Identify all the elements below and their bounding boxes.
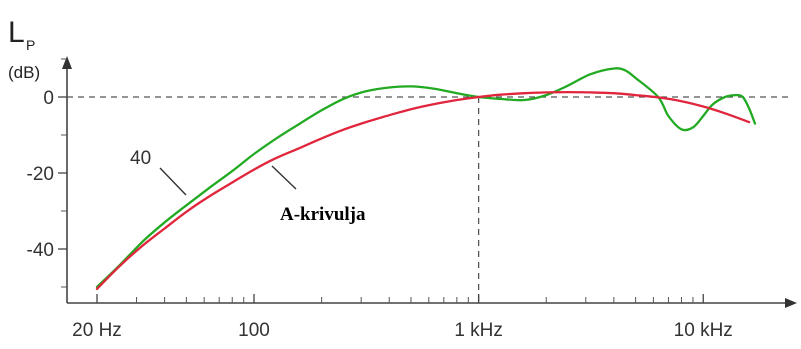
x-tick-label: 20 Hz <box>72 320 122 341</box>
x-ticks: 20 Hz 100 1 kHz 10 kHz <box>72 294 733 341</box>
y-tick-label: -40 <box>27 240 54 261</box>
reference-lines <box>67 96 790 303</box>
annotation-a-pointer <box>271 165 297 190</box>
y-axis-symbol: L <box>8 16 25 49</box>
x-tick-label: 10 kHz <box>674 320 733 341</box>
x-minor-ticks <box>136 297 694 303</box>
y-ticks: 0 -20 -40 <box>27 58 67 288</box>
series-a-weighting-line <box>95 90 751 291</box>
y-axis-subscript: P <box>26 37 35 53</box>
y-axis-arrow <box>62 56 72 69</box>
annotation-40-pointer <box>159 167 187 196</box>
x-axis-arrow <box>785 298 797 308</box>
x-tick-label: 100 <box>238 320 270 341</box>
annotations: 40 A-krivulja <box>130 148 366 225</box>
x-tick-label: 1 kHz <box>454 320 503 341</box>
y-tick-label: 0 <box>43 88 54 109</box>
annotation-a-label: A-krivulja <box>280 204 366 225</box>
y-axis-title: L P (dB) <box>8 16 40 82</box>
series-group <box>95 67 757 291</box>
annotation-40-label: 40 <box>130 148 151 169</box>
y-axis-unit: (dB) <box>8 63 40 82</box>
axes <box>62 56 797 308</box>
y-tick-label: -20 <box>27 164 54 185</box>
series-40-phon-line <box>95 67 757 289</box>
